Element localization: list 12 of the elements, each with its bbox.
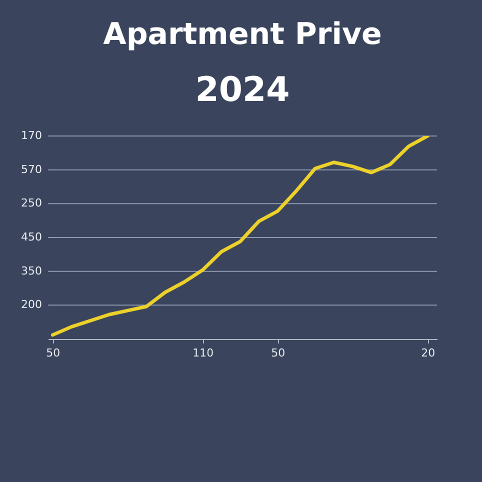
text: 200 (21, 298, 42, 312)
chart-title: Apartment Prive (103, 17, 382, 52)
text: 450 (21, 230, 42, 244)
text: 350 (21, 264, 42, 278)
x-tick-label: 20 (421, 346, 436, 360)
x-tick-label: 50 (271, 346, 286, 360)
x-tick-label: 50 (46, 346, 60, 360)
x-tick-label: 110 (192, 346, 214, 360)
chart-subtitle: 2024 (195, 70, 290, 110)
text: 570 (21, 162, 42, 176)
text: 250 (21, 196, 42, 210)
text: 170 (21, 129, 42, 142)
